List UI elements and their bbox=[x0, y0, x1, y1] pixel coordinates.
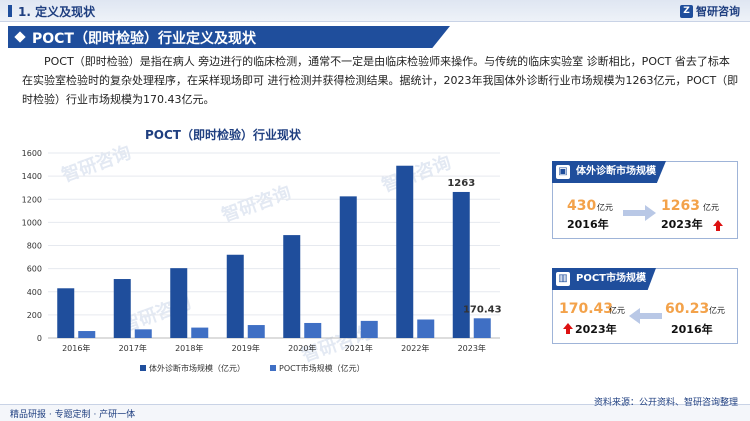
footer-slogan: 精品研报 · 专题定制 · 产研一体 bbox=[10, 410, 136, 420]
bar-poct bbox=[247, 325, 265, 338]
bar-ivd bbox=[283, 235, 301, 338]
bar-ivd bbox=[57, 288, 75, 338]
bar-poct bbox=[360, 320, 378, 338]
y-tick-label: 1200 bbox=[22, 195, 42, 204]
ivd-from-value: 430 bbox=[567, 198, 597, 214]
poct-market-card: ▥ POCT市场规模 170.43 亿元 2023年 60.23 亿元 2016… bbox=[552, 268, 738, 344]
legend-swatch bbox=[140, 365, 146, 371]
data-label: 1263 bbox=[447, 178, 475, 189]
y-tick-label: 1000 bbox=[22, 218, 42, 227]
y-tick-label: 600 bbox=[27, 265, 42, 274]
arrow-right-icon bbox=[623, 205, 656, 221]
ivd-from-year: 2016年 bbox=[567, 218, 609, 231]
bar-chart: 0 200 400 600 800 1000 1200 1400 1600 2016年 2017年 2… bbox=[22, 149, 502, 373]
topic-banner: POCT（即时检验）行业定义及现状 bbox=[8, 26, 450, 48]
x-tick-label: 2017年 bbox=[119, 343, 147, 353]
logo-icon: Z bbox=[680, 4, 693, 18]
x-tick-label: 2019年 bbox=[232, 343, 260, 353]
ivd-to-year: 2023年 bbox=[661, 218, 703, 231]
arrow-left-icon bbox=[629, 308, 662, 324]
section-header: 1. 定义及现状 Z 智研咨询 bbox=[0, 0, 750, 22]
bar-ivd bbox=[170, 268, 188, 338]
x-tick-label: 2016年 bbox=[62, 343, 90, 353]
y-tick-label: 400 bbox=[27, 288, 42, 297]
x-tick-label: 2022年 bbox=[401, 343, 429, 353]
bar-poct bbox=[304, 322, 322, 338]
poct-to-year: 2016年 bbox=[671, 323, 713, 336]
ivd-card-header: ▣ 体外诊断市场规模 bbox=[552, 161, 666, 183]
ivd-card-title: 体外诊断市场规模 bbox=[576, 166, 656, 177]
poct-card-title: POCT市场规模 bbox=[576, 273, 646, 284]
logo-text: 智研咨询 bbox=[696, 5, 740, 18]
ivd-market-card: ▣ 体外诊断市场规模 430 亿元 2016年 1263 亿元 2023年 bbox=[552, 161, 738, 239]
y-tick-label: 200 bbox=[27, 311, 42, 320]
bar-ivd bbox=[452, 191, 470, 338]
bar-poct bbox=[473, 318, 491, 338]
bar-ivd bbox=[396, 165, 414, 338]
intro-paragraph: POCT（即时检验）是指在病人 旁边进行的临床检测，通常不一定是由临床检验师来操… bbox=[22, 55, 739, 106]
ivd-to-value: 1263 bbox=[661, 198, 700, 214]
y-tick-label: 800 bbox=[27, 242, 42, 251]
x-tick-label: 2023年 bbox=[458, 343, 486, 353]
y-tick-label: 1600 bbox=[22, 149, 42, 158]
section-title: 1. 定义及现状 bbox=[18, 5, 96, 19]
ivd-to-unit: 亿元 bbox=[703, 203, 719, 212]
up-arrow-icon bbox=[713, 220, 723, 231]
topic-title: POCT（即时检验）行业定义及现状 bbox=[32, 31, 256, 47]
bar-poct bbox=[417, 319, 435, 338]
data-source: 资料来源：公开资料、智研咨询整理 bbox=[593, 398, 738, 408]
data-label: 170.43 bbox=[463, 304, 502, 315]
diamond-icon bbox=[14, 31, 26, 43]
ivd-from-unit: 亿元 bbox=[597, 203, 613, 212]
chart-icon: ▣ bbox=[556, 165, 570, 179]
poct-to-unit: 亿元 bbox=[709, 306, 725, 315]
bar-poct bbox=[191, 327, 209, 338]
bar-poct bbox=[78, 331, 96, 338]
x-tick-label: 2018年 bbox=[175, 343, 203, 353]
bar-ivd bbox=[226, 254, 244, 338]
legend-label: 体外诊断市场规模（亿元） bbox=[149, 363, 245, 373]
poct-to-value: 60.23 bbox=[665, 301, 710, 317]
poct-from-year: 2023年 bbox=[575, 323, 617, 336]
y-tick-label: 1400 bbox=[22, 172, 42, 181]
x-tick-label: 2020年 bbox=[288, 343, 316, 353]
brand-logo: Z 智研咨询 bbox=[680, 3, 740, 19]
legend-swatch bbox=[270, 365, 276, 371]
page-footer: 精品研报 · 专题定制 · 产研一体 资料来源：公开资料、智研咨询整理 bbox=[0, 398, 750, 421]
x-tick-label: 2021年 bbox=[345, 343, 373, 353]
bar-ivd bbox=[339, 196, 357, 338]
poct-from-unit: 亿元 bbox=[609, 306, 625, 315]
y-tick-label: 0 bbox=[37, 334, 42, 343]
poct-card-header: ▥ POCT市场规模 bbox=[552, 268, 656, 290]
legend-label: POCT市场规模（亿元） bbox=[279, 363, 365, 373]
up-arrow-icon bbox=[563, 323, 573, 334]
bar-chart-icon: ▥ bbox=[556, 272, 570, 286]
header-accent-bar bbox=[8, 5, 12, 17]
bar-ivd bbox=[113, 279, 131, 338]
chart-title: POCT（即时检验）行业现状 bbox=[145, 128, 301, 142]
bar-poct bbox=[134, 329, 152, 338]
poct-from-value: 170.43 bbox=[559, 301, 614, 317]
